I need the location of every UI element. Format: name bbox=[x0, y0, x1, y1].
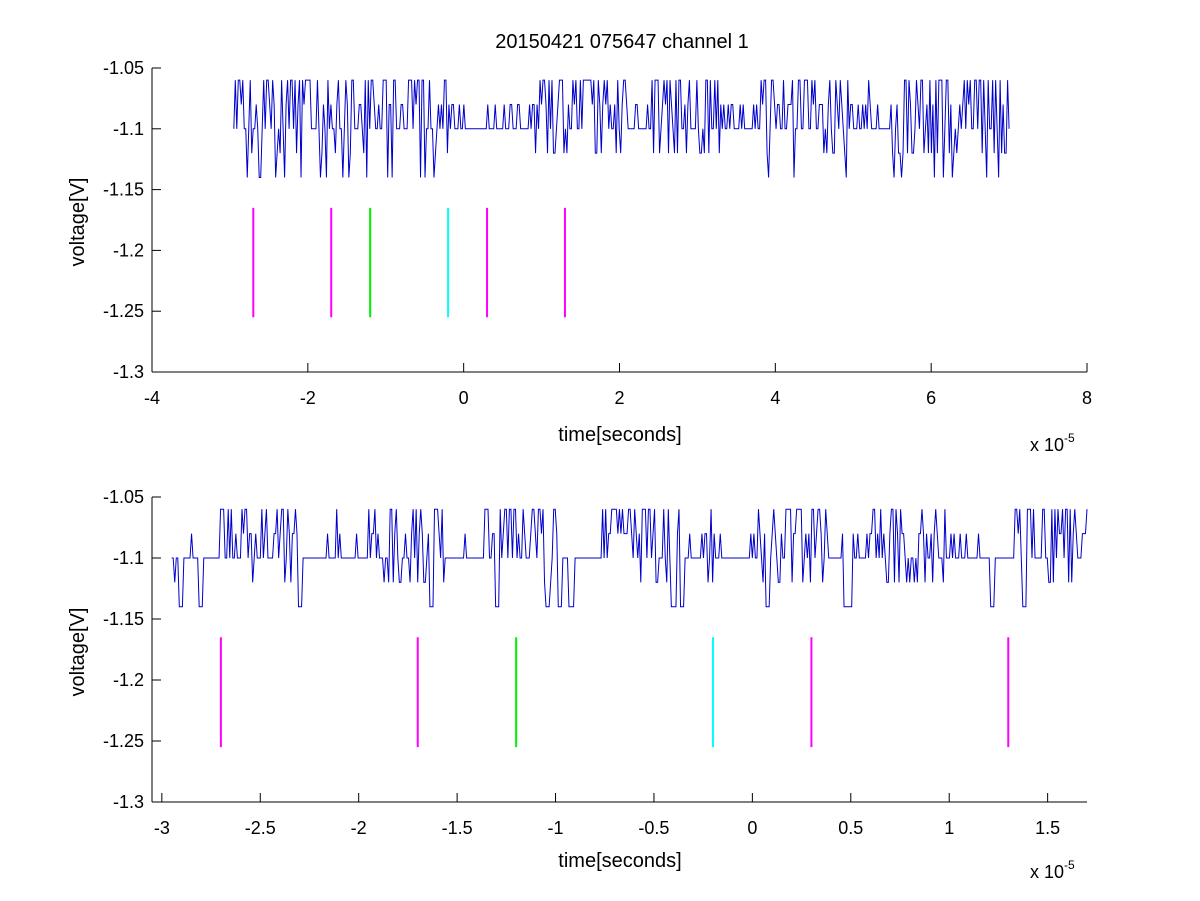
bottom-xtick-label-5: -0.5 bbox=[638, 818, 669, 838]
bottom-x-multiplier-exponent: -5 bbox=[1064, 858, 1075, 872]
top-x-multiplier-base: x 10 bbox=[1030, 435, 1064, 455]
top-xtick-label-6: 8 bbox=[1082, 388, 1092, 408]
bottom-xtick-label-0: -3 bbox=[154, 818, 170, 838]
bottom-xtick-label-4: -1 bbox=[548, 818, 564, 838]
bottom-trace-line bbox=[171, 508, 1088, 608]
bottom-xtick-label-9: 1.5 bbox=[1035, 818, 1060, 838]
bottom-ytick-label-5: -1.05 bbox=[103, 487, 144, 507]
bottom-xtick-label-1: -2.5 bbox=[245, 818, 276, 838]
top-yticks: -1.3 -1.25 -1.2 -1.15 -1.1 -1.05 bbox=[103, 58, 161, 382]
bottom-yticks: -1.3 -1.25 -1.2 -1.15 -1.1 -1.05 bbox=[103, 487, 161, 812]
bottom-frame bbox=[151, 497, 1087, 803]
bottom-x-multiplier: x 10-5 bbox=[1030, 858, 1075, 882]
bottom-ytick-label-2: -1.2 bbox=[113, 670, 144, 690]
axes-bottom: -3 -2.5 -2 -1.5 -1 -0.5 0 0.5 1 1.5 -1.3 -1.25 -1.2… bbox=[67, 487, 1088, 882]
bottom-xlabel: time[seconds] bbox=[558, 850, 681, 872]
top-x-multiplier: x 10-5 bbox=[1030, 431, 1075, 455]
top-x-multiplier-exponent: -5 bbox=[1064, 431, 1075, 445]
bottom-ytick-label-0: -1.3 bbox=[113, 792, 144, 812]
bottom-x-multiplier-base: x 10 bbox=[1030, 862, 1064, 882]
top-ytick-label-5: -1.05 bbox=[103, 58, 144, 78]
axes-top: -4 -2 0 2 4 6 8 -1.3 -1.25 -1.2 -1.15 -1.1 -1.05 ti… bbox=[67, 58, 1092, 455]
figure-title: 20150421 075647 channel 1 bbox=[495, 31, 749, 53]
top-trace bbox=[233, 79, 1010, 178]
top-markers bbox=[252, 207, 566, 318]
top-ytick-label-2: -1.2 bbox=[113, 240, 144, 260]
top-xtick-label-0: -4 bbox=[144, 388, 160, 408]
top-ytick-label-0: -1.3 bbox=[113, 362, 144, 382]
bottom-xtick-label-3: -1.5 bbox=[442, 818, 473, 838]
top-ytick-label-4: -1.1 bbox=[113, 119, 144, 139]
top-xticks: -4 -2 0 2 4 6 8 bbox=[144, 363, 1092, 408]
bottom-ytick-label-4: -1.1 bbox=[113, 548, 144, 568]
bottom-ytick-label-3: -1.15 bbox=[103, 609, 144, 629]
bottom-markers bbox=[219, 637, 1010, 748]
bottom-xtick-label-2: -2 bbox=[351, 818, 367, 838]
top-xtick-label-1: -2 bbox=[300, 388, 316, 408]
bottom-xtick-label-6: 0 bbox=[747, 818, 757, 838]
top-trace-line bbox=[233, 79, 1010, 178]
top-xtick-label-4: 4 bbox=[770, 388, 780, 408]
bottom-xticks: -3 -2.5 -2 -1.5 -1 -0.5 0 0.5 1 1.5 bbox=[154, 793, 1060, 838]
top-xlabel: time[seconds] bbox=[558, 424, 681, 446]
top-xtick-label-5: 6 bbox=[926, 388, 936, 408]
top-ytick-label-3: -1.15 bbox=[103, 180, 144, 200]
top-xtick-label-3: 2 bbox=[614, 388, 624, 408]
top-ytick-label-1: -1.25 bbox=[103, 301, 144, 321]
bottom-ylabel: voltage[V] bbox=[67, 608, 89, 697]
bottom-xtick-label-7: 0.5 bbox=[838, 818, 863, 838]
top-ylabel: voltage[V] bbox=[67, 178, 89, 267]
top-xtick-label-2: 0 bbox=[459, 388, 469, 408]
bottom-trace bbox=[171, 508, 1088, 608]
bottom-ytick-label-1: -1.25 bbox=[103, 731, 144, 751]
bottom-xtick-label-8: 1 bbox=[944, 818, 954, 838]
